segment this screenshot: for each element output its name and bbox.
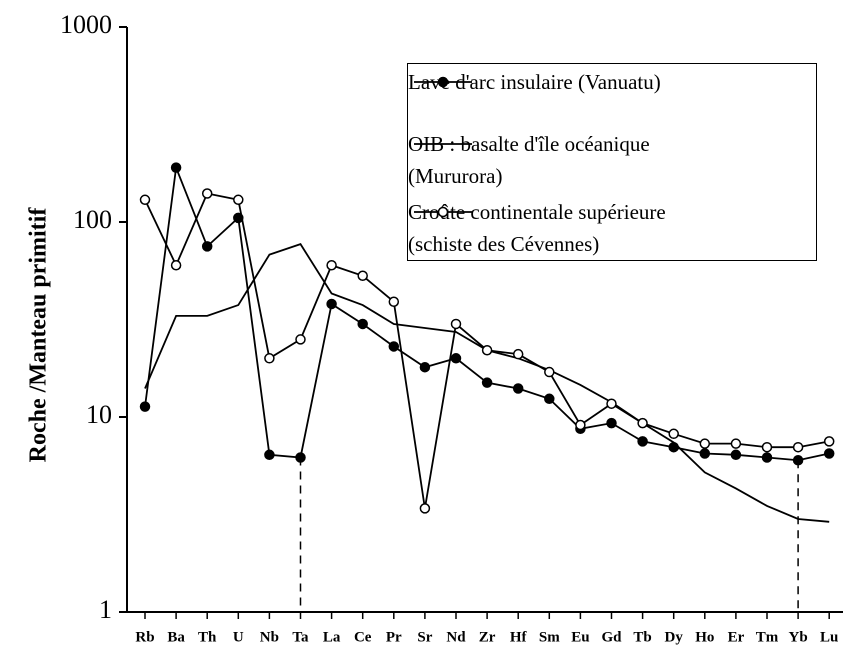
data-point [139,194,151,206]
data-point [606,398,617,409]
x-tick-label: Ta [292,629,309,645]
x-tick-label: Ba [167,629,185,645]
data-point [575,419,586,431]
y-tick-label: 1000 [60,10,112,39]
legend-symbol [414,76,472,88]
x-tick-label: U [233,629,244,645]
x-tick-label: Th [198,629,217,645]
data-point [264,449,275,461]
y-tick-label: 100 [73,205,112,234]
x-tick-label: Zr [479,629,496,645]
data-point [388,296,400,307]
data-point [544,366,555,378]
data-point [295,334,306,345]
data-point [823,448,835,459]
x-tick-label: Eu [571,629,589,645]
x-tick-label: Nd [446,629,466,645]
data-point [326,298,337,310]
data-point [512,383,524,394]
x-tick-label: Ce [354,629,372,645]
data-point [357,318,368,330]
data-point [450,318,462,330]
data-point [264,353,275,364]
data-point [730,438,742,449]
data-point [326,260,337,271]
data-point [481,344,493,356]
data-point [637,436,648,447]
y-axis-label: Roche /Manteau primitif [26,207,52,463]
data-point [233,194,244,206]
data-point [357,270,368,282]
data-point [761,441,773,453]
data-point [699,438,711,449]
legend: Lave d'arc insulaire (Vanuatu) OIB : basa… [407,63,817,261]
data-point [544,393,555,405]
data-point [792,441,804,453]
x-tick-label: Tb [633,629,651,645]
data-point [201,241,213,252]
data-point [388,341,400,352]
x-tick-label: La [323,629,341,645]
data-point [139,401,151,412]
y-tick-label: 1 [99,595,112,624]
x-tick-label: Tm [756,629,779,645]
legend-entry: OIB : basalte d'île océanique (Mururora) [408,132,650,192]
legend-label: OIB : basalte d'île océanique (Mururora) [408,132,650,188]
legend-symbol [414,206,472,218]
data-point [730,449,742,461]
data-point [699,448,711,459]
x-tick-label: Lu [820,629,838,645]
data-point [481,377,493,388]
data-point [668,441,679,453]
data-point [170,260,182,271]
x-tick-label: Rb [135,629,154,645]
x-tick-label: Er [728,629,745,645]
y-tick-label: 10 [86,400,112,429]
data-point [606,417,617,429]
data-point [419,361,431,373]
data-point [637,417,648,429]
legend-marker [437,76,449,88]
x-tick-label: Pr [386,629,402,645]
data-point [419,503,431,514]
legend-entry: Lave d'arc insulaire (Vanuatu) [408,70,661,98]
data-point [170,162,182,173]
data-point [450,353,462,364]
legend-marker [437,206,449,218]
x-tick-label: Gd [601,629,622,645]
x-tick-label: Sr [417,629,432,645]
x-tick-label: Hf [510,629,528,645]
data-point [668,428,679,440]
x-tick-label: Sm [539,629,560,645]
x-tick-label: Ho [695,629,714,645]
x-tick-label: Nb [260,629,279,645]
x-tick-label: Yb [789,629,808,645]
data-point [823,436,835,447]
data-point [201,188,213,199]
legend-symbol [414,143,472,145]
data-point [512,348,524,360]
legend-entry: Croûte continentale supérieure (schiste … [408,200,666,260]
data-point [761,452,773,463]
x-tick-label: Dy [665,629,684,645]
